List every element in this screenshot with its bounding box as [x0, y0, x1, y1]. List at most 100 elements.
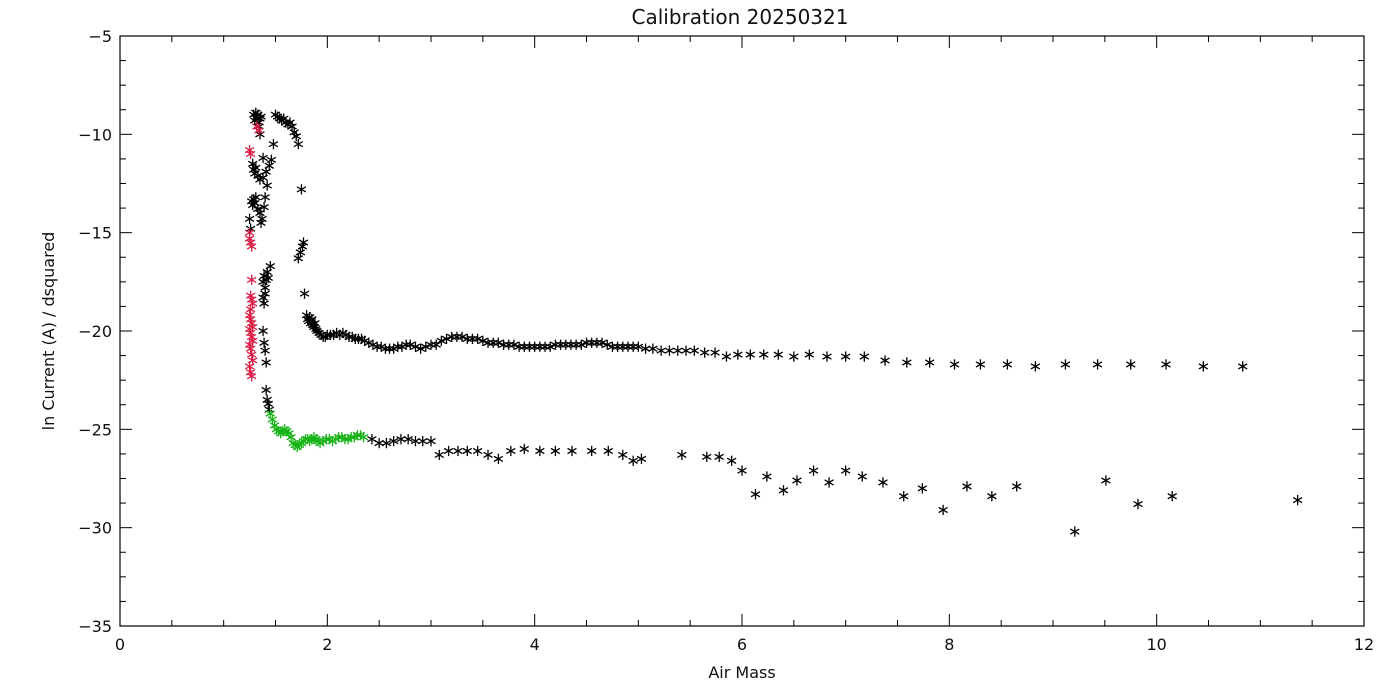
data-point: [701, 451, 712, 463]
y-tick-label: −35: [78, 617, 112, 636]
data-point: [566, 339, 576, 350]
data-point: [245, 343, 256, 354]
data-point: [617, 341, 628, 352]
data-point: [431, 339, 441, 350]
data-point: [917, 483, 928, 494]
x-axis-label: Air Mass: [708, 663, 775, 682]
data-point: [689, 345, 700, 356]
data-point: [410, 341, 421, 352]
data-point: [452, 331, 462, 343]
data-point: [244, 227, 255, 238]
data-point: [1125, 359, 1136, 370]
data-point: [733, 349, 743, 360]
data-point: [262, 180, 272, 191]
data-point: [436, 335, 447, 346]
data-point: [310, 317, 320, 329]
data-point: [745, 349, 756, 360]
data-point: [648, 343, 658, 354]
data-point: [560, 339, 571, 350]
data-point: [664, 345, 675, 356]
data-point: [443, 445, 454, 457]
data-point: [822, 351, 832, 362]
data-point: [555, 339, 566, 350]
data-point: [267, 414, 278, 425]
data-point: [880, 355, 890, 366]
data-point: [374, 437, 384, 449]
data-point: [962, 481, 972, 492]
data-point: [576, 339, 587, 350]
data-point: [258, 152, 268, 164]
data-point: [299, 288, 310, 299]
data-point: [633, 341, 644, 352]
data-point: [672, 345, 683, 356]
data-point: [1011, 481, 1022, 492]
data-point: [478, 335, 488, 346]
data-point: [434, 449, 445, 461]
data-point: [296, 184, 307, 195]
data-point: [714, 451, 724, 463]
data-point: [263, 398, 274, 409]
data-point: [586, 445, 597, 457]
data-point: [773, 349, 784, 360]
data-point: [472, 333, 483, 345]
data-point: [540, 341, 550, 352]
data-point: [367, 434, 377, 445]
data-point: [898, 491, 909, 502]
data-point: [457, 331, 467, 343]
data-point: [244, 213, 255, 225]
data-point: [789, 351, 799, 362]
data-point: [441, 333, 452, 345]
data-point: [268, 139, 279, 150]
y-tick-label: −15: [78, 224, 112, 243]
data-point: [617, 449, 628, 461]
data-point: [726, 455, 737, 466]
data-point: [975, 359, 986, 370]
data-point: [1002, 359, 1013, 370]
data-point: [246, 241, 257, 252]
data-point: [750, 489, 761, 500]
data-point: [298, 237, 309, 248]
data-point: [571, 339, 581, 350]
data-point: [245, 148, 256, 160]
data-point: [503, 339, 514, 350]
data-point: [261, 384, 271, 396]
data-point: [535, 445, 545, 457]
data-point: [804, 349, 815, 360]
data-point: [388, 435, 399, 447]
data-point: [358, 432, 369, 443]
data-point: [453, 445, 463, 457]
data-point: [699, 347, 710, 358]
data-point: [472, 445, 483, 457]
data-point: [612, 341, 623, 352]
data-point: [550, 445, 561, 457]
data-point: [251, 192, 261, 203]
data-point: [266, 154, 277, 166]
data-point: [987, 491, 997, 502]
data-point: [602, 339, 613, 350]
data-point: [493, 453, 504, 464]
data-point: [251, 162, 261, 173]
x-tick-label: 2: [322, 635, 332, 654]
data-point: [259, 298, 269, 309]
data-point: [808, 465, 819, 476]
data-point: [1167, 491, 1178, 502]
data-point: [1198, 361, 1209, 372]
data-point: [254, 125, 264, 136]
data-point: [415, 343, 426, 354]
data-point: [567, 445, 577, 457]
data-point: [792, 475, 802, 486]
y-axis-label: ln Current (A) / dsquared: [39, 232, 58, 431]
data-point: [1092, 359, 1103, 370]
y-tick-label: −30: [78, 519, 112, 538]
data-point: [640, 343, 651, 354]
data-point: [586, 337, 597, 348]
y-tick-label: −25: [78, 420, 112, 439]
data-point: [519, 443, 530, 455]
data-marks: [244, 107, 1303, 537]
data-point: [462, 445, 473, 457]
data-point: [396, 434, 406, 445]
data-point: [656, 345, 666, 356]
data-point: [509, 339, 519, 350]
data-point: [924, 357, 935, 368]
data-point: [246, 274, 257, 286]
